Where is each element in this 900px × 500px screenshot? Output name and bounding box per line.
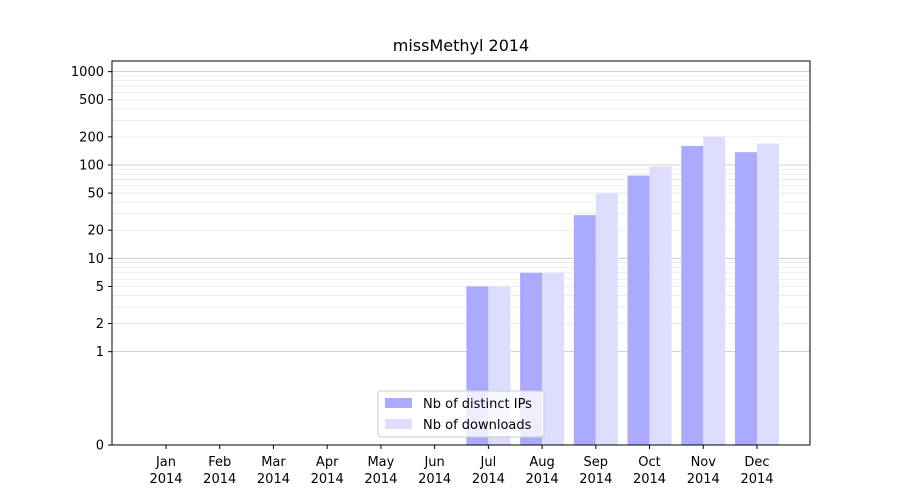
x-tick-label-year: 2014: [364, 472, 397, 487]
x-tick-label-month: Apr: [316, 455, 339, 470]
legend: Nb of distinct IPs Nb of downloads: [377, 390, 545, 438]
axis-layer: 0 1 2 5 10 20 50 100 200 500 1000 Jan 2014 Feb 2014 Mar…: [71, 65, 774, 487]
x-tick-label-month: Jun: [423, 455, 444, 470]
x-tick-label-year: 2014: [203, 472, 236, 487]
x-tick-label-year: 2014: [687, 472, 720, 487]
legend-box: [377, 390, 545, 438]
bar-downloads: [703, 136, 726, 445]
x-tick-label-month: Aug: [529, 455, 554, 470]
x-tick-label-year: 2014: [633, 472, 666, 487]
y-tick-label: 200: [79, 130, 104, 145]
x-tick-label-year: 2014: [579, 472, 612, 487]
x-tick-label-month: Mar: [261, 455, 286, 470]
x-tick-label-month: Sep: [584, 455, 609, 470]
x-tick-label-year: 2014: [418, 472, 451, 487]
x-tick-label-year: 2014: [472, 472, 505, 487]
x-tick-label-year: 2014: [740, 472, 773, 487]
plot-area-frame: [111, 60, 811, 446]
x-tick-label-month: Jan: [155, 455, 176, 470]
x-tick-label-month: May: [367, 455, 394, 470]
bar-downloads: [595, 193, 618, 445]
legend-swatch: [385, 398, 412, 408]
y-tick-label: 500: [79, 93, 104, 108]
bar-distinct-ips: [735, 152, 757, 445]
y-tick-label: 0: [96, 439, 104, 454]
bar-downloads: [757, 143, 779, 445]
x-tick-label-month: Dec: [744, 455, 769, 470]
y-tick-label: 1: [96, 345, 104, 360]
bar-downloads: [542, 272, 565, 445]
x-tick-label-month: Nov: [691, 455, 717, 470]
y-tick-label: 10: [87, 252, 104, 267]
y-tick-label: 100: [79, 158, 104, 173]
legend-swatch: [385, 419, 412, 429]
bar-downloads: [649, 166, 672, 445]
x-tick-label-month: Oct: [638, 455, 660, 470]
x-tick-label-month: Feb: [208, 455, 231, 470]
y-tick-label: 20: [87, 224, 104, 239]
bar-layer: [466, 136, 779, 445]
bar-distinct-ips: [573, 215, 596, 445]
x-tick-label-year: 2014: [311, 472, 344, 487]
y-tick-label: 50: [87, 187, 104, 202]
x-tick-label-year: 2014: [149, 472, 182, 487]
legend-label: Nb of distinct IPs: [423, 397, 532, 412]
x-tick-label-year: 2014: [526, 472, 559, 487]
x-tick-label-month: Jul: [480, 455, 497, 470]
y-tick-label: 2: [96, 317, 104, 332]
bar-distinct-ips: [681, 145, 704, 445]
legend-label: Nb of downloads: [423, 418, 532, 433]
bar-distinct-ips: [627, 175, 650, 445]
y-tick-label: 5: [96, 280, 104, 295]
x-tick-label-year: 2014: [257, 472, 290, 487]
chart-title: missMethyl 2014: [393, 36, 529, 55]
y-tick-label: 1000: [71, 65, 104, 80]
